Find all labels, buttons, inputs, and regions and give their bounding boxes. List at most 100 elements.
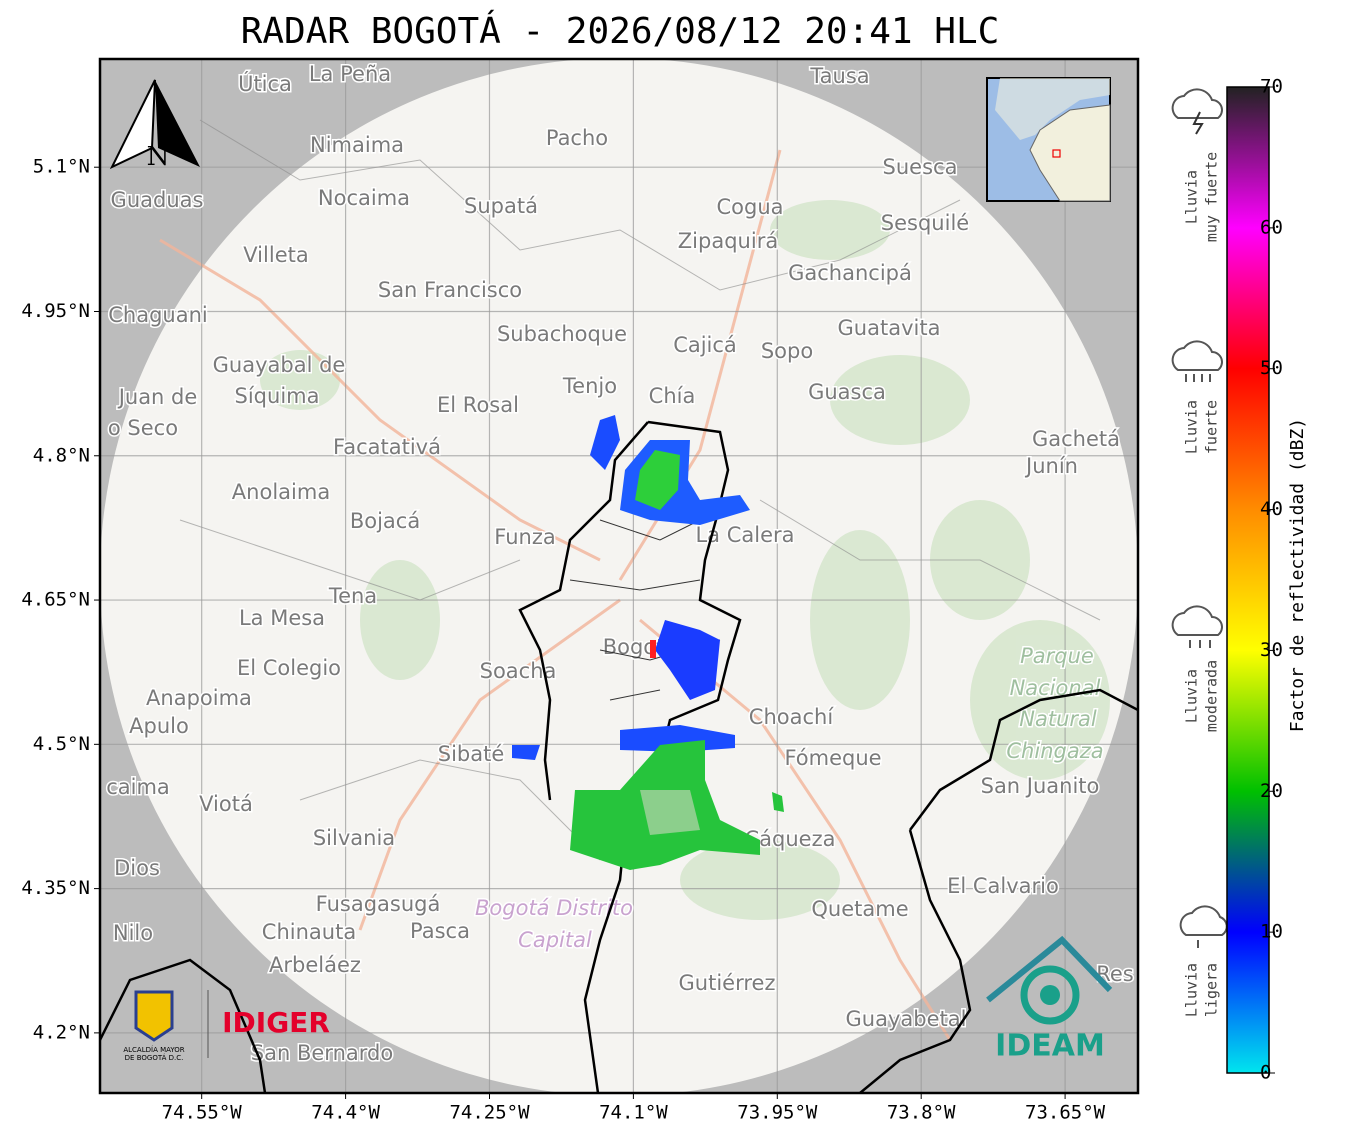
place-label: La Peña xyxy=(309,62,391,86)
y-tick-label: 4.8°N xyxy=(33,444,90,466)
rain-label: Lluvia xyxy=(1183,400,1201,454)
y-tick-label: 4.95°N xyxy=(21,300,90,322)
rain-label: Lluvia xyxy=(1183,170,1201,224)
y-tick-label: 4.35°N xyxy=(21,877,90,899)
place-label: Sesquilé xyxy=(881,211,969,235)
place-label: Síquima xyxy=(235,384,320,408)
grid xyxy=(100,59,1138,1093)
place-label: Facatativá xyxy=(333,435,441,459)
place-label: Guaduas xyxy=(111,188,204,212)
roads xyxy=(159,149,952,1041)
place-label: Zipaquirá xyxy=(678,229,778,253)
place-label: San Bernardo xyxy=(251,1041,393,1065)
place-label: Natural xyxy=(1019,707,1097,731)
place-label: Guasca xyxy=(808,380,886,404)
place-label: Tausa xyxy=(809,64,869,88)
place-label: Quetame xyxy=(811,897,908,921)
x-tick-label: 74.1°W xyxy=(599,1102,668,1124)
axes: 74.55°W 74.4°W 74.25°W 74.1°W 73.95°W 73.8°W 7… xyxy=(21,156,1105,1124)
place-label: Nilo xyxy=(113,921,153,945)
y-tick-label: 4.2°N xyxy=(33,1021,90,1043)
place-label: Choachí xyxy=(749,705,835,729)
rain-label: fuerte xyxy=(1203,400,1221,454)
place-label: Nimaima xyxy=(310,133,404,157)
place-label: caima xyxy=(106,775,170,799)
place-label: Dios xyxy=(114,856,160,880)
rain-label: Lluvia xyxy=(1183,669,1201,723)
place-label: Fusagasugá xyxy=(316,892,441,916)
place-label: Tena xyxy=(328,584,377,608)
place-label: Anolaima xyxy=(232,480,330,504)
place-label: Pasca xyxy=(410,919,470,943)
logos: ALCALDÍA MAYOR DE BOGOTÁ D.C. IDIGER IDE… xyxy=(123,935,1113,1064)
place-label: Silvania xyxy=(313,826,395,850)
map: La Peña Útica Tausa Pacho Nimaima Guaduas Noca… xyxy=(100,59,1138,1093)
place-label: Supatá xyxy=(464,194,538,218)
colorbar xyxy=(1226,86,1270,1074)
x-tick-label: 73.95°W xyxy=(737,1102,818,1124)
municipal-borders xyxy=(179,119,1101,861)
place-label: El Colegio xyxy=(237,656,341,680)
north-label: N xyxy=(147,142,170,172)
y-tick-label: 5.1°N xyxy=(33,156,90,178)
place-label: Gachetá xyxy=(1032,427,1120,451)
map-frame xyxy=(98,57,1140,1095)
place-label: El Calvario xyxy=(947,874,1059,898)
place-label: Subachoque xyxy=(497,322,627,346)
place-label: Fómeque xyxy=(784,746,881,770)
y-tick-label: 4.5°N xyxy=(33,733,90,755)
north-arrow: N xyxy=(109,79,200,172)
place-label: Nocaima xyxy=(318,186,410,210)
place-label: Nacional xyxy=(1010,676,1101,700)
place-label: El Rosal xyxy=(437,393,519,417)
place-label: San Francisco xyxy=(378,278,522,302)
x-tick-label: 73.8°W xyxy=(887,1102,956,1124)
place-label: Útica xyxy=(238,71,292,96)
place-label: Bojacá xyxy=(350,509,420,533)
place-label: San Juanito xyxy=(981,774,1100,798)
place-label: Suesca xyxy=(883,155,958,179)
y-tick-label: 4.65°N xyxy=(21,589,90,611)
colorbar-tick-label: 0 xyxy=(1260,1062,1271,1084)
place-label: Soacha xyxy=(480,659,557,683)
place-label: Villeta xyxy=(243,243,308,267)
rain-label: moderada xyxy=(1203,660,1221,732)
colorbar-tick-label: 60 xyxy=(1260,216,1283,238)
place-label: Parque xyxy=(1020,644,1094,668)
rain-label: ligera xyxy=(1203,963,1221,1017)
place-label: La Mesa xyxy=(239,606,325,630)
place-label: Sibaté xyxy=(438,742,505,766)
rain-label: muy fuerte xyxy=(1203,152,1221,242)
place-label: Sopo xyxy=(761,339,813,363)
colorbar-tick-label: 10 xyxy=(1260,921,1283,943)
places: La Peña Útica Tausa Pacho Nimaima Guaduas Noca… xyxy=(105,61,1136,1067)
place-label: Juan de xyxy=(117,385,198,409)
place-label: Guatavita xyxy=(838,316,941,340)
colorbar-tick-label: 70 xyxy=(1260,76,1283,98)
place-label: Guayabetal xyxy=(846,1007,967,1031)
x-tick-label: 74.4°W xyxy=(311,1102,380,1124)
colorbar-tick-label: 40 xyxy=(1260,498,1283,520)
colorbar-label: Factor de reflectividad (dBZ) xyxy=(1287,418,1308,732)
place-label: Chinauta xyxy=(262,920,356,944)
radar-range xyxy=(100,59,1138,1093)
place-label: Gachancipá xyxy=(788,261,912,285)
colorbar-tick-label: 20 xyxy=(1260,780,1283,802)
place-label: Chaguani xyxy=(108,303,208,327)
place-label: Pacho xyxy=(546,126,608,150)
title: RADAR BOGOTÁ - 2026/08/12 20:41 HLC xyxy=(241,10,1000,52)
place-label: Viotá xyxy=(199,792,253,816)
x-tick-label: 74.55°W xyxy=(162,1102,243,1124)
place-label: Capital xyxy=(518,928,592,952)
place-label: Arbeláez xyxy=(269,953,361,977)
place-label: Res xyxy=(1096,962,1134,986)
colorbar-ticks: 0 10 20 30 40 50 60 70 xyxy=(1260,76,1283,1084)
place-label: Funza xyxy=(494,525,555,549)
place-label: Junín xyxy=(1024,454,1078,478)
place-label: Guayabal de xyxy=(213,353,346,377)
place-label: Cajicá xyxy=(673,333,737,357)
logo-text: ALCALDÍA MAYOR xyxy=(123,1045,184,1054)
colorbar-tick-label: 50 xyxy=(1260,357,1283,379)
place-label: Anapoima xyxy=(146,686,252,710)
